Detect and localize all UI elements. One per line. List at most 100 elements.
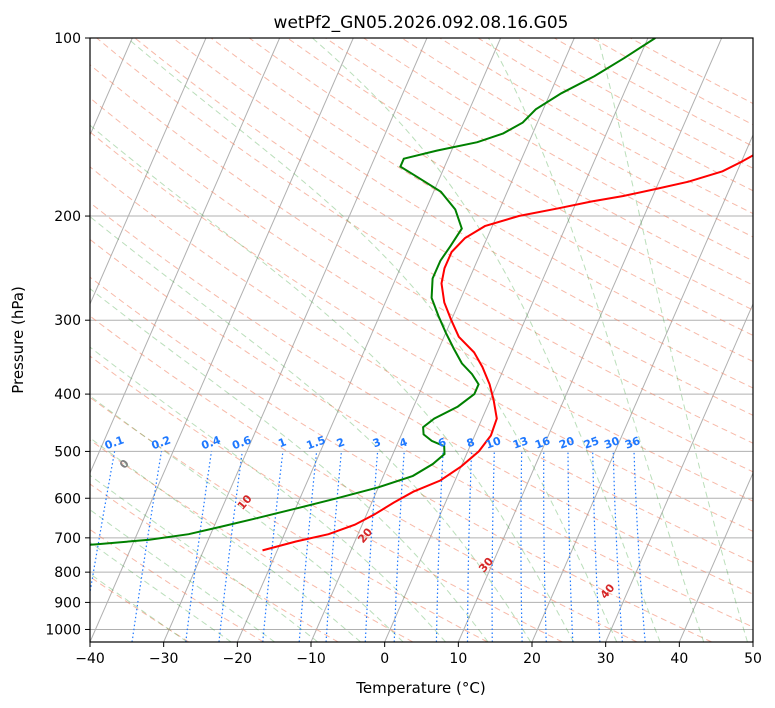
dry-adiabat-line <box>172 38 753 389</box>
moist-adiabat-line <box>90 346 446 642</box>
isotherm-line <box>236 38 502 642</box>
mixing-ratio-label: 0.4 <box>200 433 223 452</box>
y-tick-label: 500 <box>54 444 81 460</box>
x-tick-label: −30 <box>149 651 179 667</box>
x-tick-label: 40 <box>670 651 688 667</box>
mixing-ratio-label: 10 <box>484 434 503 452</box>
y-tick-label: 300 <box>54 313 81 329</box>
dry-adiabat-line <box>90 528 264 642</box>
isotherm-line <box>752 640 753 642</box>
mixing-ratio-line <box>567 451 574 642</box>
mixing-ratio-label: 2 <box>335 436 347 451</box>
mixing-ratio-label: 25 <box>582 434 601 451</box>
chart-title: wetPf2_GN05.2026.092.08.16.G05 <box>274 13 569 33</box>
isotherm-line <box>531 133 753 642</box>
moist-adiabat-line <box>126 38 618 642</box>
isotherm-line <box>90 38 281 475</box>
mixing-ratio-label: 0.2 <box>150 433 173 452</box>
dry-adiabat-line <box>90 483 339 642</box>
x-tick-label: 20 <box>523 651 541 667</box>
x-tick-label: 10 <box>449 651 467 667</box>
y-tick-label: 200 <box>54 209 81 225</box>
moist-adiabat-line <box>90 288 489 642</box>
dry-adiabat-line <box>90 166 753 563</box>
x-tick-label: −10 <box>296 651 326 667</box>
y-tick-label: 100 <box>54 31 81 47</box>
mixing-ratio-line <box>90 451 116 597</box>
mixing-ratio-label: 3 <box>371 436 383 451</box>
y-tick-label: 400 <box>54 387 81 403</box>
mixing-ratio-line <box>364 451 379 642</box>
isotherm-line <box>678 471 753 642</box>
dry-adiabat-line <box>90 97 753 502</box>
dry-adiabat-line <box>90 396 488 642</box>
x-tick-label: 0 <box>380 651 389 667</box>
dry-adiabat-line <box>90 276 712 642</box>
x-tick-label: −20 <box>223 651 253 667</box>
dry-adiabat-line <box>90 439 414 642</box>
mixing-ratio-label: 4 <box>398 435 410 450</box>
isotherm-line <box>457 38 723 642</box>
mixing-ratio-label: 1 <box>276 436 288 451</box>
dry-adiabat-line <box>90 238 753 628</box>
dry-adiabat-line <box>90 131 753 532</box>
mixing-ratio-label: 20 <box>557 434 576 452</box>
dry-adiabat-line <box>287 38 753 311</box>
mixing-ratio-line <box>633 451 646 642</box>
isotherm-line <box>605 302 753 642</box>
y-tick-label: 1000 <box>45 622 81 638</box>
dry-adiabat-line <box>554 38 753 147</box>
dry-adiabat-line <box>439 38 753 215</box>
y-tick-label: 900 <box>54 595 81 611</box>
mixing-ratio-line <box>520 451 523 642</box>
x-tick-label: 30 <box>597 651 615 667</box>
dry-adiabat-line <box>363 38 753 262</box>
mixing-ratio-line <box>185 451 213 642</box>
mixing-ratio-label: 36 <box>623 434 642 452</box>
dry-adiabat-line <box>90 64 753 473</box>
x-tick-label: −40 <box>75 651 105 667</box>
isotherm-line <box>384 38 649 642</box>
isotherm-line <box>90 38 354 642</box>
dewpoint-profile-line <box>90 38 656 546</box>
dry-adiabat-label: 10 <box>235 492 255 512</box>
x-axis-label: Temperature (°C) <box>355 679 485 697</box>
dry-adiabat-label: 0 <box>117 457 132 471</box>
mixing-ratio-line <box>491 451 495 642</box>
moist-adiabat-line <box>90 437 361 642</box>
moist-adiabat-line <box>90 541 232 642</box>
mixing-ratio-label: 13 <box>511 434 530 451</box>
mixing-ratio-label: 30 <box>602 434 621 452</box>
temperature-profile-line <box>262 154 753 552</box>
moist-adiabat-line <box>90 474 319 642</box>
mixing-ratio-label: 1.5 <box>305 433 328 452</box>
dry-adiabat-line <box>325 38 753 286</box>
dry-adiabat-label: -10 <box>0 410 19 434</box>
y-tick-label: 700 <box>54 531 81 547</box>
dry-adiabat-line <box>96 38 753 444</box>
moist-adiabat-line <box>90 124 575 642</box>
dry-adiabat-line <box>134 38 753 416</box>
mixing-ratio-label: 16 <box>533 434 552 452</box>
moist-adiabat-line <box>90 509 275 642</box>
moist-adiabat-line <box>90 216 532 642</box>
y-axis-label: Pressure (hPa) <box>9 286 27 394</box>
dry-adiabat-line <box>90 355 563 642</box>
y-tick-label: 600 <box>54 491 81 507</box>
mixing-ratio-line <box>262 451 284 642</box>
moist-adiabat-line <box>597 38 748 642</box>
dry-adiabat-line <box>90 202 753 595</box>
moist-adiabat-line <box>312 38 661 642</box>
mixing-ratio-label: 6 <box>436 435 448 450</box>
dry-adiabat-line <box>592 38 753 126</box>
plot-frame <box>89 37 754 643</box>
moist-adiabat-line <box>90 395 404 642</box>
moist-adiabat-line <box>90 573 188 642</box>
moist-adiabat-line <box>488 38 705 642</box>
isotherm-line <box>90 38 207 306</box>
y-tick-label: 800 <box>54 565 81 581</box>
mixing-ratio-line <box>218 451 243 642</box>
mixing-ratio-label: 8 <box>465 436 477 451</box>
dry-adiabat-label: 40 <box>598 581 618 601</box>
